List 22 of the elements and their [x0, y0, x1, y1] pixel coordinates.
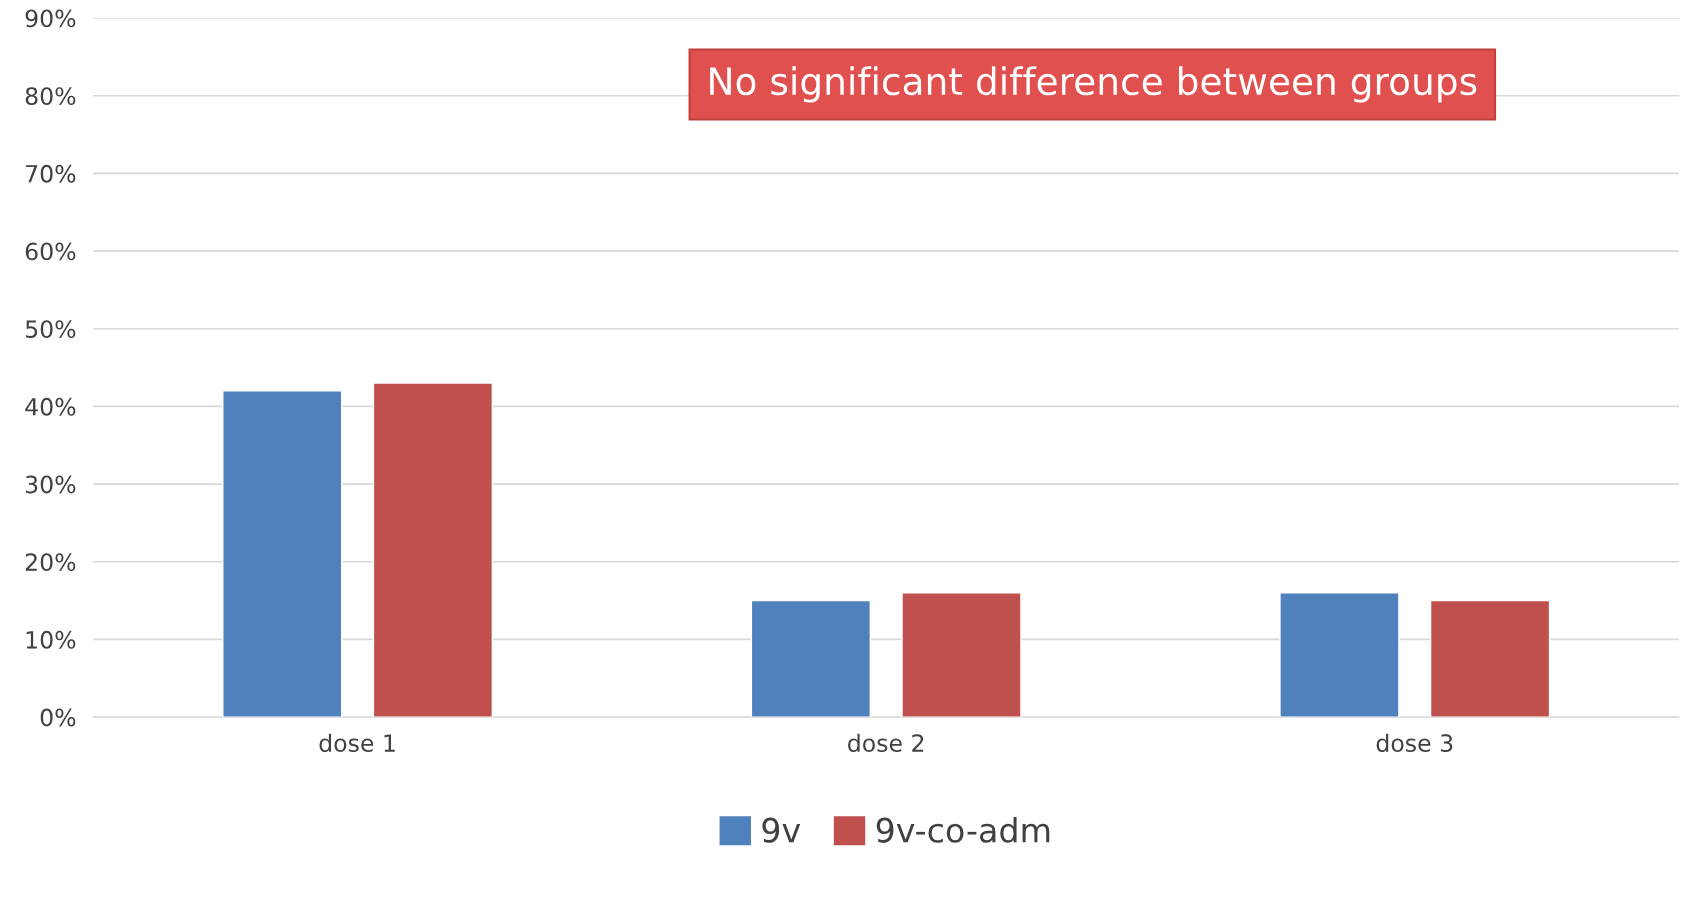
x-tick-label: dose 2 — [848, 733, 924, 753]
bar — [372, 382, 494, 718]
legend-label: 9v — [762, 817, 801, 843]
bar — [750, 599, 871, 718]
y-tick-label: 90% — [25, 9, 76, 28]
bar — [222, 390, 343, 718]
y-tick-label: 70% — [26, 164, 76, 183]
y-tick-label: 60% — [25, 242, 76, 261]
bar — [1279, 592, 1400, 718]
y-tick-label: 30% — [25, 475, 76, 494]
y-tick-label: 20% — [25, 553, 76, 572]
legend-label: 9v-co-adm — [876, 817, 1050, 843]
y-tick-label: 0% — [40, 708, 76, 727]
y-tick-label: 50% — [25, 320, 76, 339]
x-tick-label: dose 3 — [1376, 733, 1453, 753]
x-tick-label: dose 1 — [319, 733, 395, 753]
bar — [901, 592, 1022, 718]
y-tick-label: 80% — [25, 87, 76, 106]
bar — [1429, 599, 1551, 718]
annotation: No significant difference between groups — [710, 66, 1477, 103]
y-tick-label: 40% — [25, 397, 76, 416]
y-tick-label: 10% — [26, 630, 76, 649]
